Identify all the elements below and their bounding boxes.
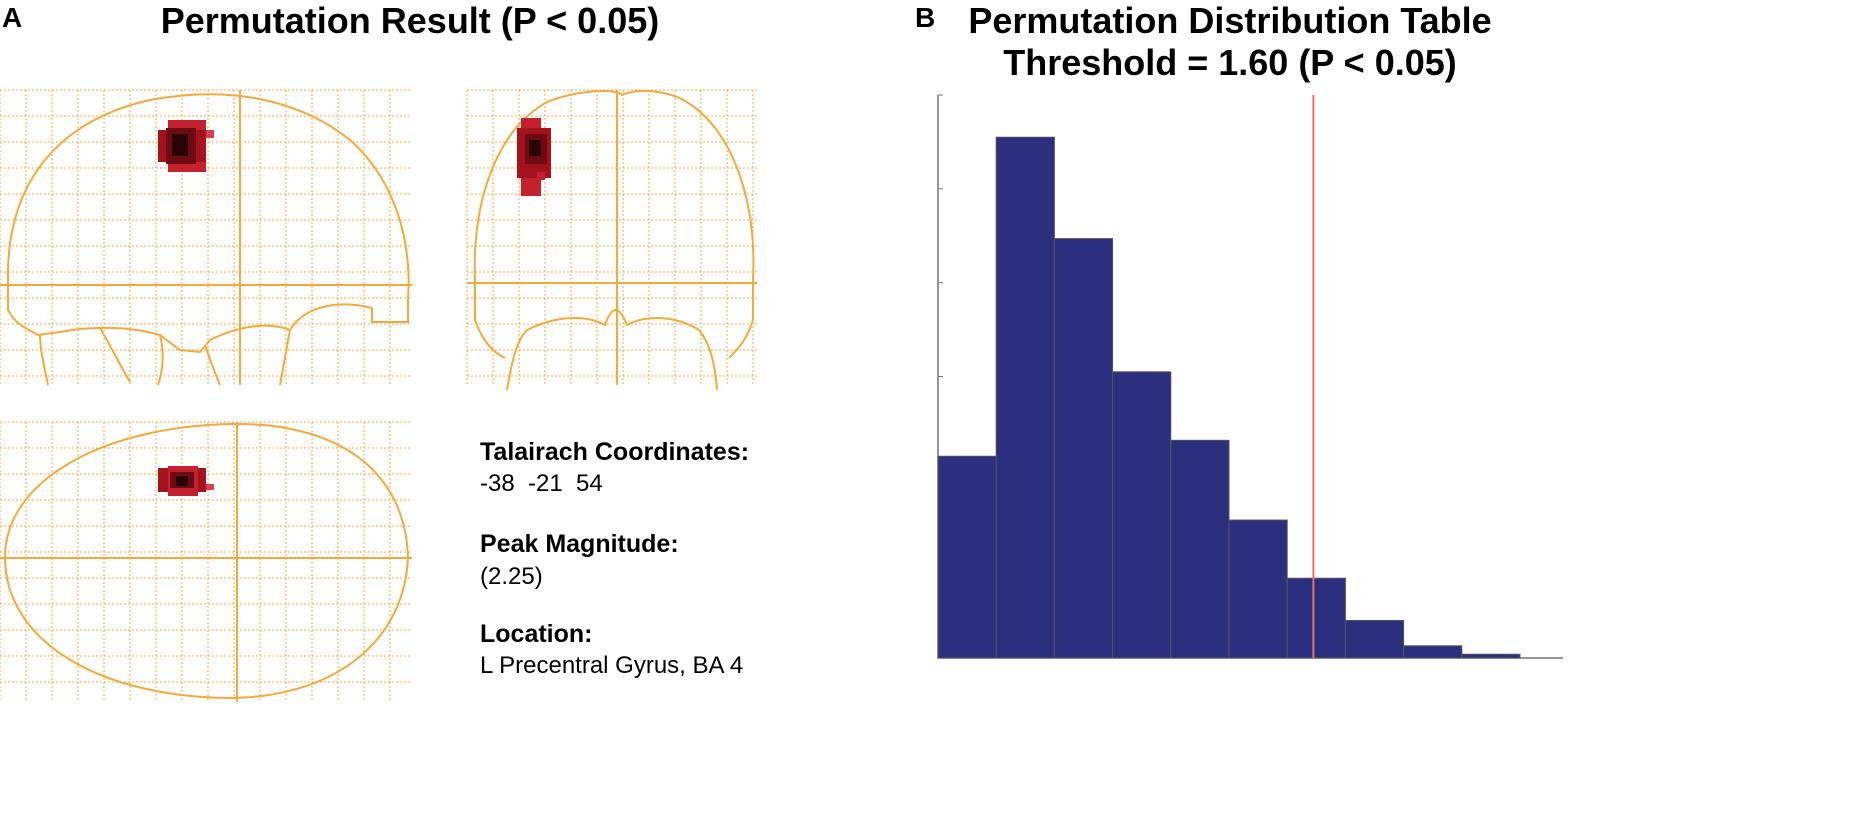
panel-a-title: Permutation Result (P < 0.05)	[160, 0, 660, 41]
histogram-bar	[995, 136, 1055, 659]
histogram-bar	[1228, 519, 1288, 659]
coronal-brain-view	[466, 89, 757, 391]
axial-grid	[0, 421, 412, 702]
histogram-bar	[937, 455, 997, 659]
sagittal-activation	[158, 120, 214, 172]
coords-label: Talairach Coordinates:	[480, 438, 750, 466]
peak-label: Peak Magnitude:	[480, 530, 679, 558]
axial-crosshair	[0, 422, 412, 702]
axial-activation	[158, 466, 214, 496]
histogram-bar	[1403, 645, 1463, 659]
histogram-bar	[1461, 653, 1521, 659]
coords-value: -38 -21 54	[480, 470, 603, 497]
sagittal-brain-view	[0, 89, 412, 386]
panel-b-letter: B	[915, 2, 936, 33]
sagittal-outline	[7, 93, 410, 386]
coronal-outline	[473, 90, 755, 391]
location-label: Location:	[480, 620, 593, 648]
coronal-crosshair	[467, 90, 757, 385]
histogram-bar	[1344, 619, 1405, 659]
coronal-activation	[517, 118, 551, 196]
histogram-bar	[1053, 238, 1114, 659]
histogram-chart	[937, 94, 1563, 659]
sagittal-crosshair	[0, 90, 412, 385]
panel-b-title-line2: Threshold = 1.60 (P < 0.05)	[1003, 42, 1457, 83]
histogram-bar	[1170, 439, 1230, 659]
location-value: L Precentral Gyrus, BA 4	[480, 652, 744, 679]
axial-brain-view	[0, 421, 412, 702]
histogram-bar	[1112, 371, 1172, 659]
histogram-bar	[1286, 577, 1346, 659]
panel-b-title-line1: Permutation Distribution Table	[968, 0, 1492, 41]
histogram-bars	[937, 136, 1521, 659]
panel-a-letter: A	[2, 2, 23, 33]
axial-outline	[3, 422, 410, 700]
peak-value: (2.25)	[480, 563, 543, 590]
